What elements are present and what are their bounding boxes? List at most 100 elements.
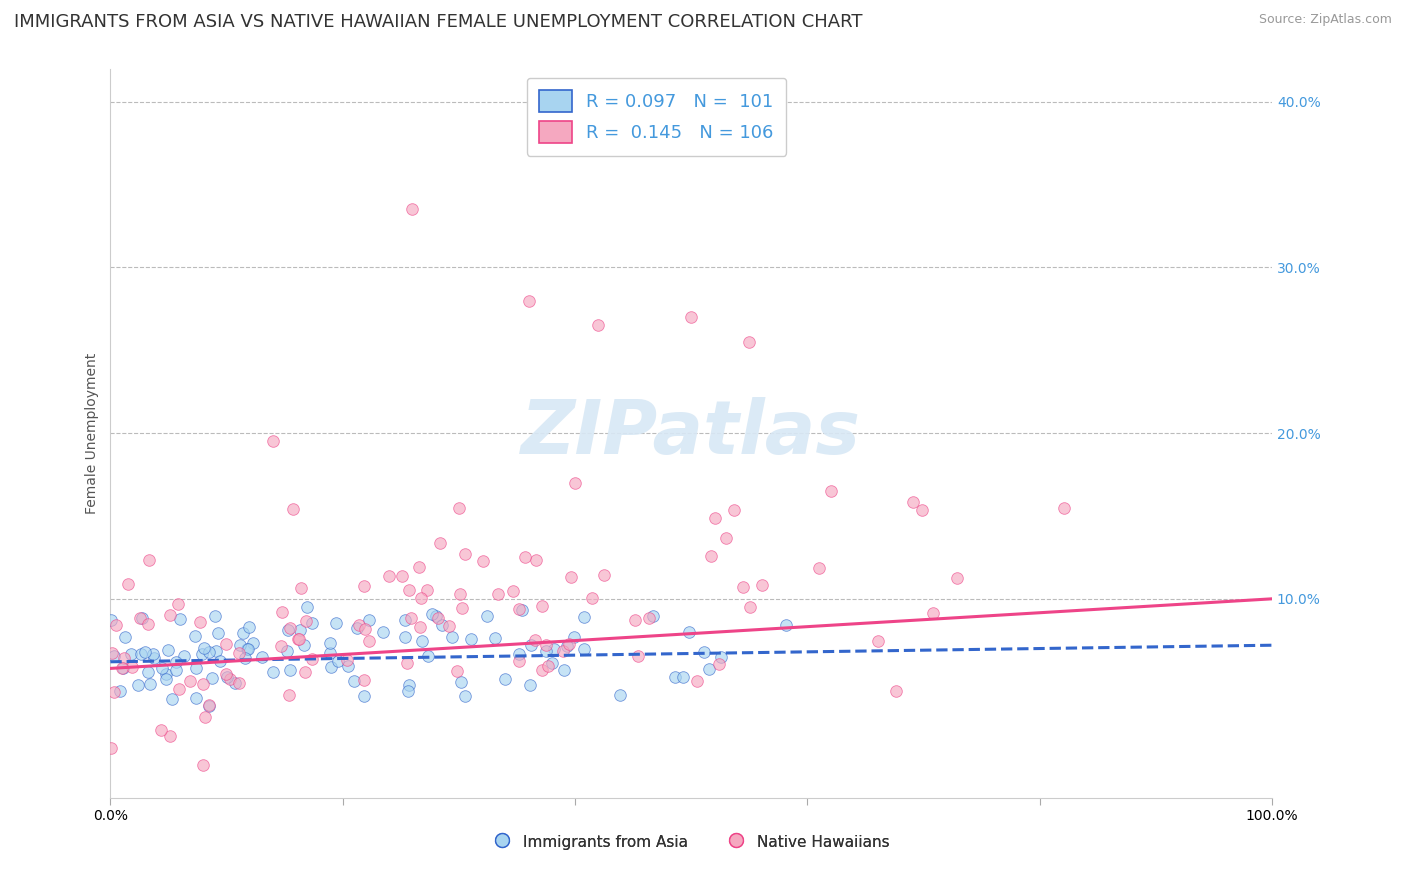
Point [294,665,316,679]
Point [347,617,370,632]
Point [288,632,311,647]
Point [447,500,470,515]
Point [541,656,564,670]
Point [250,649,273,664]
Point [693,645,716,659]
Point [524,632,547,647]
Point [353,689,375,703]
Point [128,611,150,625]
Point [394,630,416,644]
Point [472,554,495,568]
Point [394,613,416,627]
Point [562,630,585,644]
Point [454,548,477,562]
Point [100,613,122,627]
Point [820,484,842,499]
Point [150,661,173,675]
Point [411,633,433,648]
Point [537,659,560,673]
Point [169,612,191,626]
Point [427,610,450,624]
Point [270,605,292,619]
Point [159,608,181,623]
Point [553,663,575,677]
Point [117,577,139,591]
Point [945,571,967,585]
Point [193,710,215,724]
Point [553,643,575,657]
Point [454,690,477,704]
Point [336,659,359,673]
Point [319,646,342,660]
Point [232,625,254,640]
Point [198,698,221,712]
Point [592,568,614,582]
Point [627,649,650,664]
Point [664,669,686,683]
Point [425,608,447,623]
Point [325,615,347,630]
Point [609,688,631,702]
Point [100,741,122,756]
Point [155,667,177,681]
Point [733,580,755,594]
Point [104,617,127,632]
Point [236,642,259,657]
Point [740,599,762,614]
Text: ZIPatlas: ZIPatlas [522,397,862,469]
Point [184,690,207,705]
Point [697,662,720,676]
Point [149,723,172,737]
Point [716,531,738,545]
Point [439,619,461,633]
Point [120,647,142,661]
Point [215,637,238,651]
Point [184,660,207,674]
Point [510,603,533,617]
Point [215,670,238,684]
Point [290,582,312,596]
Point [353,579,375,593]
Point [494,672,516,686]
Point [277,623,299,637]
Point [205,643,228,657]
Point [301,615,323,630]
Point [418,648,440,663]
Point [155,672,177,686]
Point [156,643,179,657]
Point [229,638,252,652]
Point [416,582,439,597]
Point [167,598,190,612]
Point [127,678,149,692]
Point [301,652,323,666]
Point [401,202,423,217]
Point [536,644,558,658]
Point [336,653,359,667]
Point [326,654,349,668]
Point [136,617,159,632]
Point [343,673,366,688]
Point [422,607,444,621]
Point [484,631,506,645]
Point [214,667,236,681]
Point [103,648,125,663]
Point [108,683,131,698]
Point [160,692,183,706]
Point [238,620,260,634]
Point [134,645,156,659]
Point [319,636,342,650]
Point [738,334,761,349]
Point [228,676,250,690]
Point [111,661,134,675]
Point [184,629,207,643]
Point [198,645,221,659]
Point [238,641,260,656]
Point [138,553,160,567]
Point [228,646,250,660]
Point [287,632,309,647]
Point [723,503,745,517]
Point [143,650,166,665]
Point [408,560,430,574]
Text: Source: ZipAtlas.com: Source: ZipAtlas.com [1258,13,1392,27]
Point [218,672,240,686]
